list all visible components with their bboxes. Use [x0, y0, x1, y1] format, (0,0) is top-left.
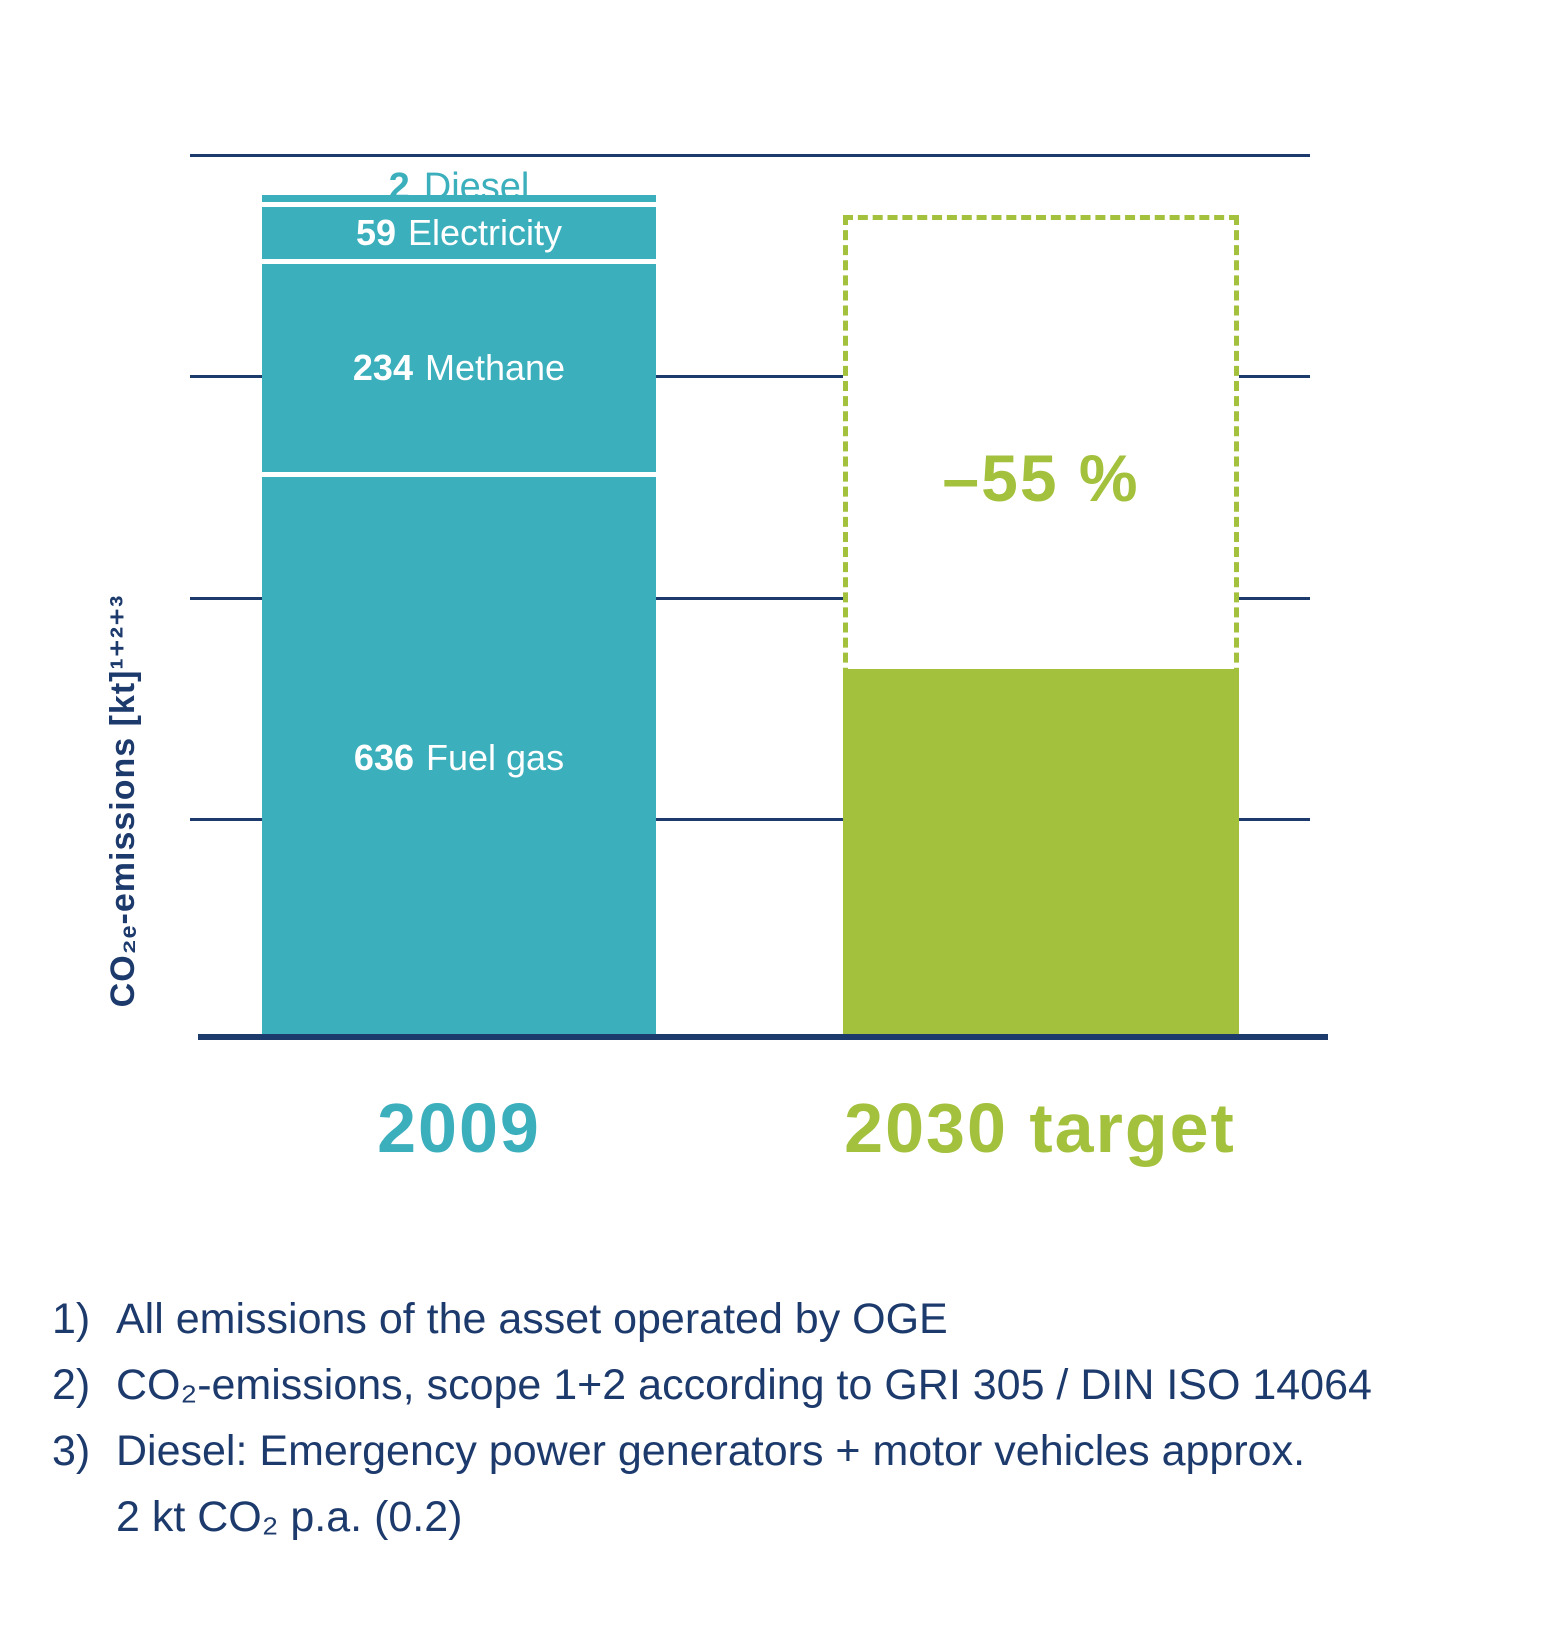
footnote-3-marker: 3): [52, 1427, 91, 1475]
segment-fuel-gas: 636 Fuel gas: [262, 476, 656, 1040]
footnote-3: 3) Diesel: Emergency power generators + …: [52, 1418, 1542, 1484]
footnote-3b-marker: [52, 1484, 116, 1550]
x-axis-line: [198, 1034, 1328, 1040]
electricity-name: Electricity: [408, 212, 563, 254]
gridline-500kt: [190, 597, 1310, 600]
fuel-gas-value: 636: [353, 737, 414, 779]
reduction-label: –55 %: [942, 441, 1140, 515]
footnote-1-text: All emissions of the asset operated by O…: [116, 1295, 948, 1343]
segment-fuel-gas-label: 636 Fuel gas: [354, 737, 564, 779]
segment-methane: 234 Methane: [262, 264, 656, 472]
gridline-250kt: [190, 818, 1310, 821]
footnote-3b-text: 2 kt CO₂ p.a. (0.2): [116, 1493, 463, 1541]
methane-name: Methane: [424, 346, 566, 388]
footnote-2-marker: 2): [52, 1361, 91, 1409]
target-fill: [843, 669, 1239, 1040]
footnote-1-marker: 1): [52, 1295, 91, 1343]
footnote-3-continued: 2 kt CO₂ p.a. (0.2): [52, 1484, 1542, 1550]
category-label-2009: 2009: [377, 1089, 541, 1167]
footnote-1: 1) All emissions of the asset operated b…: [52, 1286, 1542, 1352]
category-label-2030-target: 2030 target: [844, 1089, 1236, 1167]
fuel-gas-name: Fuel gas: [426, 737, 565, 779]
footnote-2: 2) CO₂-emissions, scope 1+2 according to…: [52, 1352, 1542, 1418]
methane-value: 234: [352, 346, 413, 388]
segment-electricity-label: 59 Electricity: [356, 212, 562, 254]
segment-diesel: [262, 194, 656, 202]
footnotes: 1) All emissions of the asset operated b…: [52, 1286, 1542, 1550]
footnote-2-text: CO₂-emissions, scope 1+2 according to GR…: [116, 1361, 1372, 1409]
bar-2009: 636 Fuel gas 234 Methane 59 Electricity: [262, 194, 656, 1040]
electricity-value: 59: [355, 212, 396, 254]
gridline-1000kt: [190, 154, 1310, 157]
segment-electricity: 59 Electricity: [262, 206, 656, 260]
y-axis-label: CO₂ₑ-emissions [kt]¹⁺²⁺³: [104, 594, 142, 1008]
segment-methane-label: 234 Methane: [353, 347, 565, 389]
gridline-750kt: [190, 375, 1310, 378]
footnote-3-text: Diesel: Emergency power generators + mot…: [116, 1427, 1306, 1475]
